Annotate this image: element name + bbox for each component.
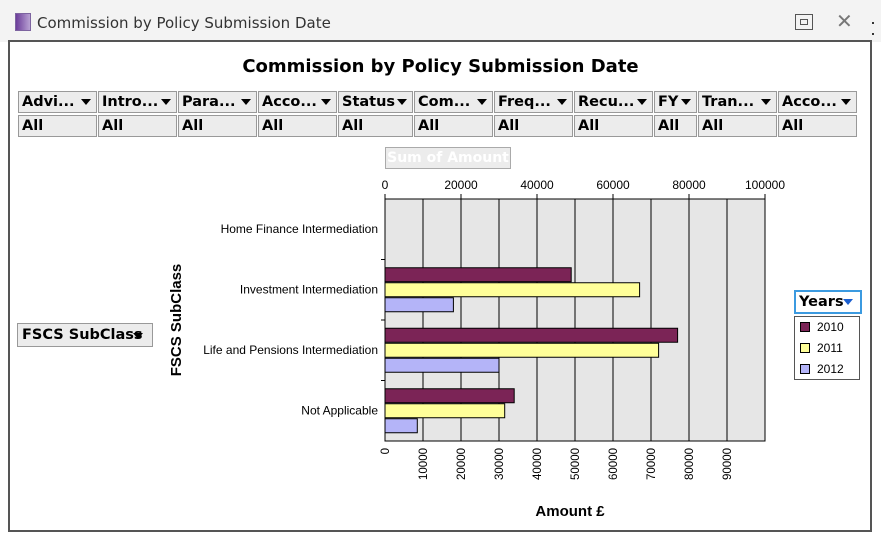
chevron-down-icon	[761, 99, 771, 105]
chevron-down-icon	[681, 99, 691, 105]
legend: 2010 2011 2012	[794, 316, 860, 380]
chevron-down-icon	[81, 99, 91, 105]
legend-item-2012: 2012	[800, 362, 844, 376]
row-field-button[interactable]: FSCS SubClass	[17, 323, 153, 347]
filter-acco2-value[interactable]: All	[778, 115, 857, 137]
close-button[interactable]: ✕	[836, 12, 853, 32]
chevron-down-icon	[477, 99, 487, 105]
legend-label: 2010	[817, 320, 844, 334]
chevron-down-icon	[557, 99, 567, 105]
filter-advi-button[interactable]: Advi...	[18, 91, 97, 113]
chevron-down-icon	[637, 99, 647, 105]
filter-com-button[interactable]: Com...	[414, 91, 493, 113]
chevron-down-icon	[397, 99, 407, 105]
filter-recu-button[interactable]: Recu...	[574, 91, 653, 113]
legend-swatch	[800, 363, 810, 374]
filter-label: Advi...	[22, 94, 75, 110]
chevron-down-icon	[161, 99, 171, 105]
legend-swatch	[800, 321, 810, 332]
filter-recu-value[interactable]: All	[574, 115, 653, 137]
filter-label: Intro...	[102, 94, 159, 110]
legend-label: 2012	[817, 362, 844, 376]
filter-status-value[interactable]: All	[338, 115, 413, 137]
filter-label: Recu...	[578, 94, 635, 110]
row-field-label: FSCS SubClass	[22, 327, 143, 343]
window-title: Commission by Policy Submission Date	[37, 14, 331, 32]
chevron-down-icon	[841, 99, 851, 105]
filter-para-value[interactable]: All	[178, 115, 257, 137]
filter-label: Acco...	[782, 94, 837, 110]
filter-para-button[interactable]: Para...	[178, 91, 257, 113]
filter-intro-button[interactable]: Intro...	[98, 91, 177, 113]
chevron-down-icon	[241, 99, 251, 105]
close-icon: ✕	[836, 11, 853, 33]
filter-tran-button[interactable]: Tran...	[698, 91, 777, 113]
filter-label: Freq...	[498, 94, 551, 110]
chart-frame	[8, 40, 872, 532]
filter-acco-value[interactable]: All	[258, 115, 337, 137]
filter-label: Tran...	[702, 94, 755, 110]
data-field-button[interactable]: Sum of Amount	[385, 147, 511, 169]
filter-fy-value[interactable]: All	[654, 115, 697, 137]
legend-swatch	[800, 342, 810, 353]
filter-com-value[interactable]: All	[414, 115, 493, 137]
filter-intro-value[interactable]: All	[98, 115, 177, 137]
legend-item-2011: 2011	[800, 341, 843, 355]
filter-fy-button[interactable]: FY	[654, 91, 697, 113]
filter-label: FY	[658, 94, 679, 110]
filter-label: Status	[342, 94, 396, 110]
chevron-down-icon	[133, 333, 143, 339]
filter-tran-value[interactable]: All	[698, 115, 777, 137]
chevron-down-icon	[321, 99, 331, 105]
filter-freq-value[interactable]: All	[494, 115, 573, 137]
series-field-button[interactable]: Years	[794, 290, 862, 314]
filter-label: Com...	[418, 94, 471, 110]
legend-item-2010: 2010	[800, 320, 844, 334]
filter-acco2-button[interactable]: Acco...	[778, 91, 857, 113]
title-bar: Commission by Policy Submission Date ✕	[0, 0, 881, 42]
app-icon	[15, 13, 31, 31]
legend-label: 2011	[817, 341, 843, 355]
filter-freq-button[interactable]: Freq...	[494, 91, 573, 113]
resize-handle-icon	[872, 22, 874, 24]
restore-button[interactable]	[795, 14, 813, 30]
filter-status-button[interactable]: Status	[338, 91, 413, 113]
filter-advi-value[interactable]: All	[18, 115, 97, 137]
chart-title: Commission by Policy Submission Date	[242, 56, 639, 77]
filter-label: Acco...	[262, 94, 317, 110]
filter-acco-button[interactable]: Acco...	[258, 91, 337, 113]
filter-label: Para...	[182, 94, 236, 110]
chevron-down-icon	[843, 299, 853, 305]
series-field-label: Years	[799, 294, 844, 310]
resize-handle-icon	[872, 33, 874, 35]
